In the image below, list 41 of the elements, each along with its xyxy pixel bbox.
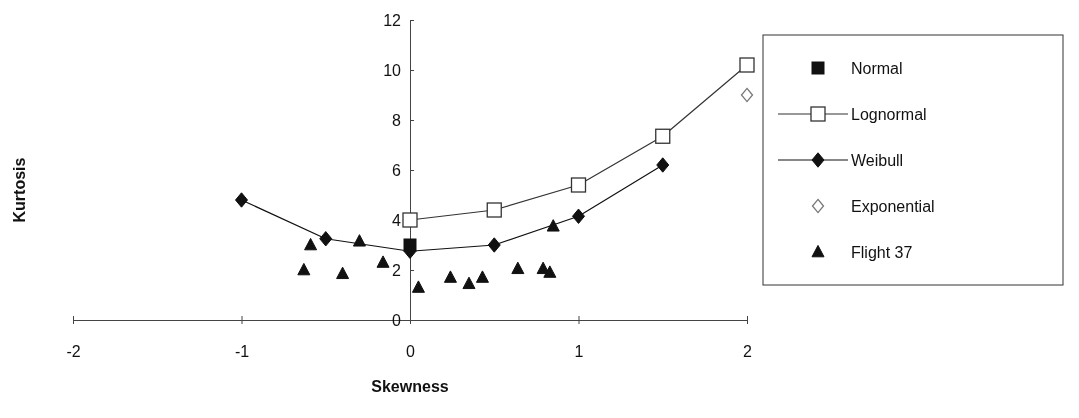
legend-label: Normal — [851, 60, 903, 77]
legend-label: Exponential — [851, 198, 935, 215]
point — [546, 219, 560, 232]
x-tick-label: -1 — [234, 343, 250, 361]
legend-label: Flight 37 — [851, 244, 913, 261]
point — [656, 157, 670, 173]
point — [740, 87, 754, 103]
point — [543, 265, 557, 278]
legend-label: Lognormal — [851, 106, 927, 123]
point — [443, 270, 457, 283]
point — [304, 237, 318, 251]
y-tick-label: 4 — [392, 211, 402, 229]
point — [572, 208, 585, 224]
y-tick-label: 8 — [392, 111, 402, 129]
point — [336, 266, 350, 280]
y-axis-title: Kurtosis — [11, 157, 28, 223]
point — [411, 280, 425, 293]
point — [402, 212, 418, 228]
point — [655, 128, 671, 144]
point — [319, 231, 333, 247]
point — [487, 237, 501, 253]
point — [235, 192, 248, 208]
point — [462, 276, 476, 290]
x-tick-label: 2 — [743, 343, 753, 361]
point — [376, 255, 390, 268]
x-tick-label: 1 — [574, 343, 584, 361]
y-tick-label: 2 — [392, 261, 402, 279]
point — [486, 202, 502, 218]
point — [352, 234, 366, 247]
point — [739, 57, 755, 73]
legend-label: Weibull — [851, 152, 904, 169]
point — [297, 262, 311, 276]
point — [475, 270, 489, 283]
y-tick-label: 12 — [383, 11, 402, 29]
point — [570, 177, 587, 193]
x-axis-title: Skewness — [371, 378, 449, 395]
point — [511, 261, 525, 275]
x-tick-label: -2 — [66, 343, 81, 361]
y-tick-label: 10 — [383, 61, 402, 79]
y-tick-label: 6 — [392, 161, 402, 179]
x-tick-label: 0 — [406, 343, 416, 361]
